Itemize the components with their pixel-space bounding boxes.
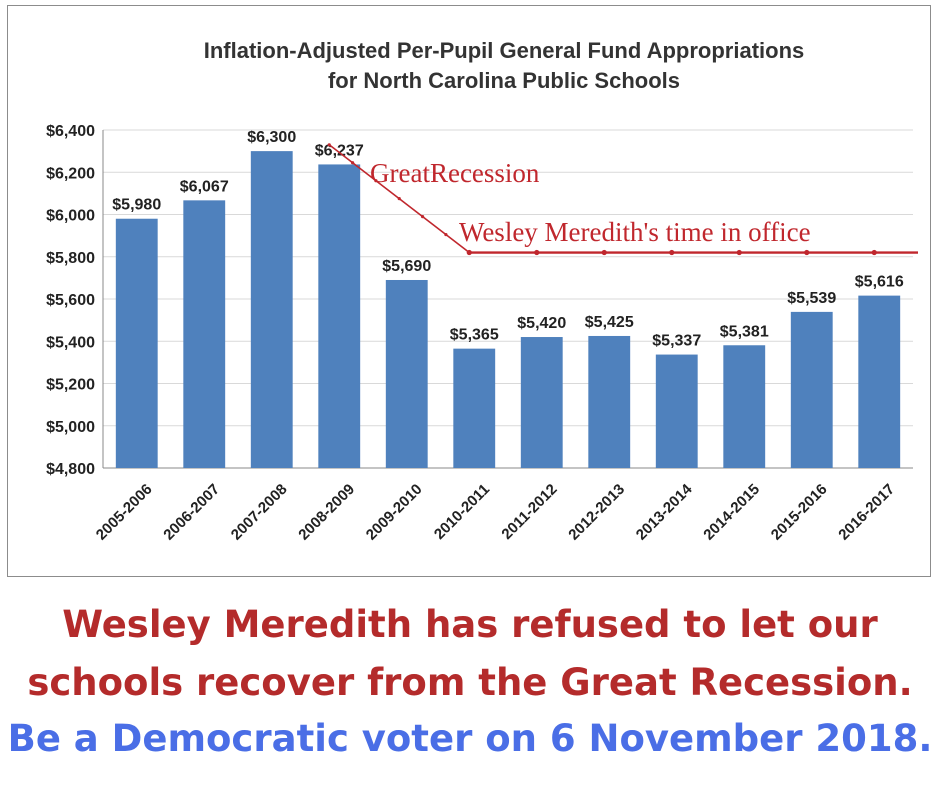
x-tick-label: 2006-2007	[160, 481, 223, 544]
chart-title: Inflation-Adjusted Per-Pupil General Fun…	[204, 38, 805, 63]
x-tick-label: 2007-2008	[228, 481, 291, 544]
office-timeline-marker	[804, 249, 810, 256]
office-timeline-marker	[871, 249, 877, 256]
bar	[723, 345, 766, 468]
caption-line-2: schools recover from the Great Recession…	[27, 661, 913, 704]
chart-subtitle: for North Carolina Public Schools	[328, 68, 680, 93]
office-timeline-marker	[534, 249, 540, 256]
y-tick-label: $5,200	[46, 377, 95, 394]
gridlines	[102, 129, 913, 469]
x-tick-label: 2008-2009	[295, 481, 358, 544]
y-tick-label: $5,000	[46, 419, 95, 436]
data-label: $5,420	[517, 315, 566, 332]
recession-arrow-marker	[350, 161, 355, 165]
bar	[790, 311, 833, 468]
recession-label: GreatRecession	[370, 158, 540, 188]
data-label: $5,690	[382, 258, 431, 275]
data-label: $6,067	[180, 178, 229, 195]
bar	[183, 200, 226, 468]
caption-line-3: Be a Democratic voter on 6 November 2018…	[7, 717, 933, 760]
y-axis-ticks: $4,800 $5,000 $5,200 $5,400 $5,600 $5,800 $6,0…	[46, 123, 95, 478]
data-label: $5,337	[652, 333, 701, 350]
office-label: Wesley Meredith's time in office	[459, 217, 811, 247]
y-tick-label: $6,000	[46, 208, 95, 225]
data-label: $5,616	[855, 274, 904, 291]
office-timeline-marker	[669, 249, 675, 256]
bar	[520, 337, 563, 468]
caption-line-1: Wesley Meredith has refused to let our	[62, 603, 878, 646]
data-label: $5,980	[112, 197, 161, 214]
y-tick-label: $6,200	[46, 165, 95, 182]
x-tick-label: 2011-2012	[498, 481, 560, 543]
x-tick-label: 2009-2010	[363, 481, 426, 544]
data-label: $5,539	[787, 290, 836, 307]
bar-chart: Inflation-Adjusted Per-Pupil General Fun…	[46, 38, 918, 544]
x-tick-label: 2010-2011	[431, 481, 493, 543]
bar	[385, 279, 428, 468]
bar	[858, 295, 901, 468]
bar	[588, 335, 631, 468]
x-tick-label: 2013-2014	[633, 480, 696, 543]
x-tick-label: 2014-2015	[700, 481, 763, 544]
chart-frame: Inflation-Adjusted Per-Pupil General Fun…	[7, 5, 931, 577]
office-timeline-marker	[601, 249, 607, 256]
bar	[655, 354, 698, 468]
office-timeline-marker	[736, 249, 742, 256]
bar	[115, 218, 158, 468]
recession-arrow-marker	[327, 143, 331, 147]
recession-arrow-marker	[420, 215, 425, 219]
x-axis-ticks: 2005-2006 2006-2007 2007-2008 2008-2009 2009…	[93, 480, 898, 543]
y-tick-label: $5,600	[46, 292, 95, 309]
data-label: $5,381	[720, 323, 769, 340]
office-timeline-marker	[466, 249, 472, 256]
bar	[250, 151, 293, 468]
bar	[318, 164, 361, 468]
recession-arrow-marker	[397, 197, 401, 201]
data-label: $6,300	[247, 129, 296, 146]
y-tick-label: $5,800	[46, 250, 95, 267]
recession-arrow-marker	[374, 179, 378, 183]
bar	[453, 348, 496, 468]
data-label: $5,365	[450, 327, 499, 344]
x-tick-label: 2012-2013	[565, 481, 628, 544]
data-label: $6,237	[315, 142, 364, 159]
x-tick-label: 2016-2017	[835, 481, 898, 544]
data-labels: $5,980 $6,067 $6,300 $6,237 $5,690 $5,365 $5,4…	[112, 129, 904, 349]
y-tick-label: $4,800	[46, 461, 95, 478]
bars	[115, 151, 901, 468]
x-tick-label: 2005-2006	[93, 481, 156, 544]
x-tick-label: 2015-2016	[768, 481, 831, 544]
annotations: GreatRecession Wesley Meredith's time in…	[327, 143, 918, 256]
data-label: $5,425	[585, 314, 634, 331]
y-tick-label: $5,400	[46, 334, 95, 351]
recession-arrow-marker	[444, 232, 448, 237]
y-tick-label: $6,400	[46, 123, 95, 140]
